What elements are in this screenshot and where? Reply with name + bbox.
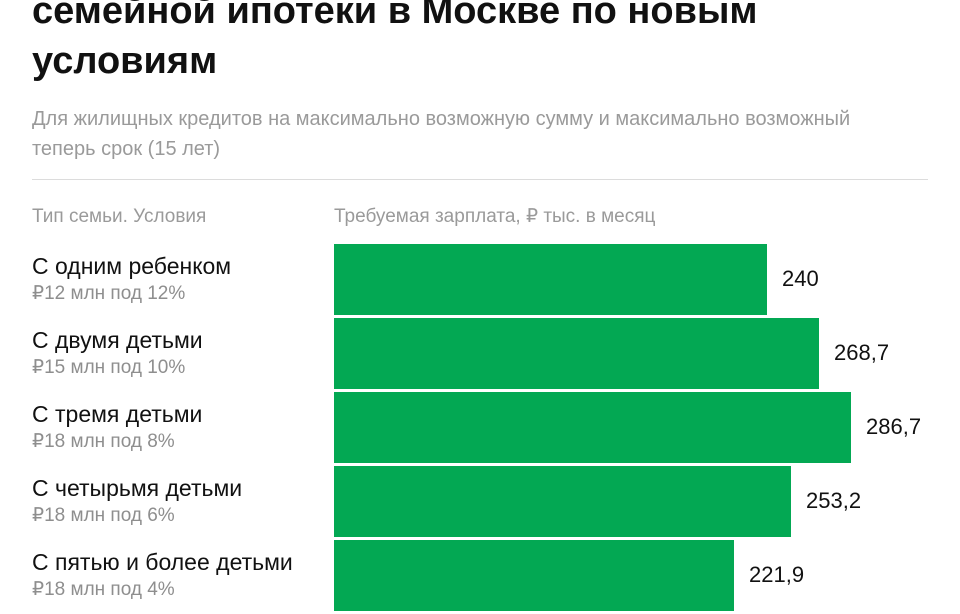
bar-value-label: 268,7 — [834, 340, 890, 365]
bar-value-label: 253,2 — [806, 488, 862, 513]
category-label: С двумя детьми — [32, 327, 203, 353]
category-sublabel: ₽18 млн под 6% — [32, 505, 175, 526]
bar — [334, 318, 819, 389]
category-label: С одним ребенком — [32, 253, 232, 279]
category-sublabel: ₽18 млн под 8% — [32, 431, 175, 452]
bar-row: С двумя детьми ₽15 млн под 10% 268,7 — [0, 318, 960, 392]
bar-row: С одним ребенком ₽12 млн под 12% 240 — [0, 244, 960, 318]
chart-title: семейной ипотеки в Москве по новым услов… — [32, 0, 758, 82]
bar — [334, 244, 767, 315]
header-divider — [32, 179, 928, 180]
bar-value-label: 286,7 — [866, 414, 922, 439]
category-sublabel: ₽12 млн под 12% — [32, 283, 186, 304]
bar — [334, 466, 791, 537]
chart-subtitle: Для жилищных кредитов на максимально воз… — [32, 108, 851, 160]
category-label: С пятью и более детьми — [32, 549, 293, 575]
category-label: С четырьмя детьми — [32, 475, 243, 501]
bar-value-label: 240 — [782, 266, 819, 291]
bar-value-label: 221,9 — [749, 562, 805, 587]
category-sublabel: ₽18 млн под 4% — [32, 579, 175, 600]
category-sublabel: ₽15 млн под 10% — [32, 357, 186, 378]
bar-row: С пятью и более детьми ₽18 млн под 4% 221,… — [0, 540, 960, 614]
bar-row: С четырьмя детьми ₽18 млн под 6% 253,2 — [0, 466, 960, 540]
category-label: С тремя детьми — [32, 401, 203, 427]
value-column-header: Требуемая зарплата, ₽ тыс. в месяц — [334, 206, 656, 227]
bar — [334, 540, 734, 611]
bar — [334, 392, 851, 463]
bar-row: С тремя детьми ₽18 млн под 8% 286,7 — [0, 392, 960, 466]
category-column-header: Тип семьи. Условия — [32, 206, 207, 227]
